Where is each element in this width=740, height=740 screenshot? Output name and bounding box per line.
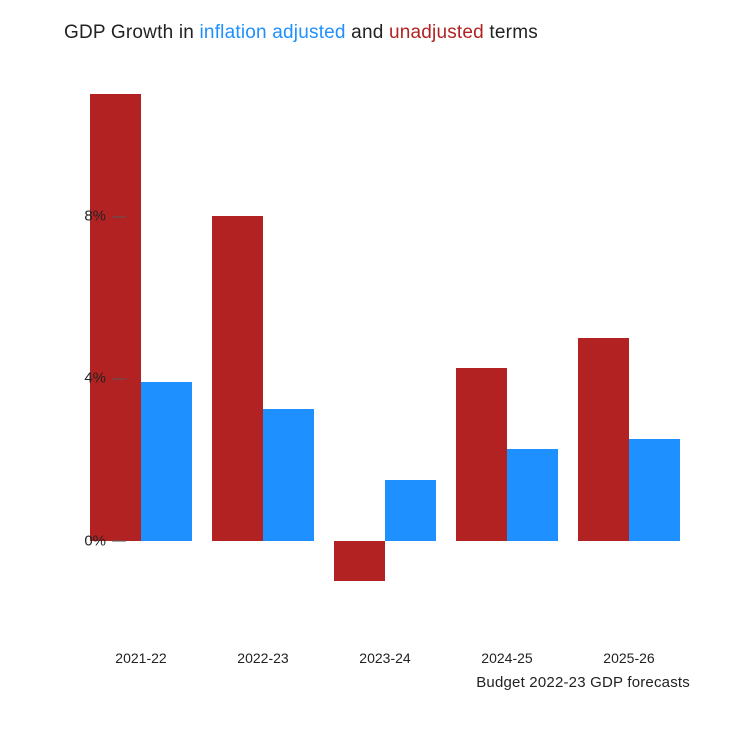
- y-tick-dash: [112, 216, 126, 217]
- chart-footer: Budget 2022-23 GDP forecasts: [476, 674, 690, 691]
- x-axis-tick: 2023-24: [359, 650, 410, 666]
- bar-inflation-adjusted: [141, 382, 192, 540]
- y-tick-label: 0%: [84, 532, 106, 549]
- title-adjusted: inflation adjusted: [200, 22, 346, 43]
- title-prefix: GDP Growth in: [64, 22, 200, 43]
- bar-unadjusted: [90, 94, 141, 540]
- bar-unadjusted: [334, 541, 385, 582]
- y-axis-tick: 0%: [66, 532, 126, 549]
- chart-title: GDP Growth in inflation adjusted and una…: [64, 22, 538, 44]
- bar-inflation-adjusted: [263, 409, 314, 541]
- x-axis-tick: 2021-22: [115, 650, 166, 666]
- bar-inflation-adjusted: [507, 449, 558, 540]
- title-suffix: terms: [484, 22, 538, 43]
- bar-unadjusted: [578, 338, 629, 541]
- y-axis-tick: 4%: [66, 370, 126, 387]
- x-axis-tick: 2024-25: [481, 650, 532, 666]
- bar-chart: [80, 70, 690, 630]
- title-unadjusted: unadjusted: [389, 22, 484, 43]
- title-mid: and: [346, 22, 389, 43]
- bar-unadjusted: [212, 216, 263, 541]
- y-tick-dash: [112, 378, 126, 379]
- y-tick-dash: [112, 541, 126, 542]
- y-tick-label: 8%: [84, 208, 106, 225]
- x-axis-tick: 2022-23: [237, 650, 288, 666]
- y-tick-label: 4%: [84, 370, 106, 387]
- bar-inflation-adjusted: [629, 439, 680, 540]
- bar-inflation-adjusted: [385, 480, 436, 541]
- bar-unadjusted: [456, 368, 507, 540]
- x-axis-tick: 2025-26: [603, 650, 654, 666]
- y-axis-tick: 8%: [66, 208, 126, 225]
